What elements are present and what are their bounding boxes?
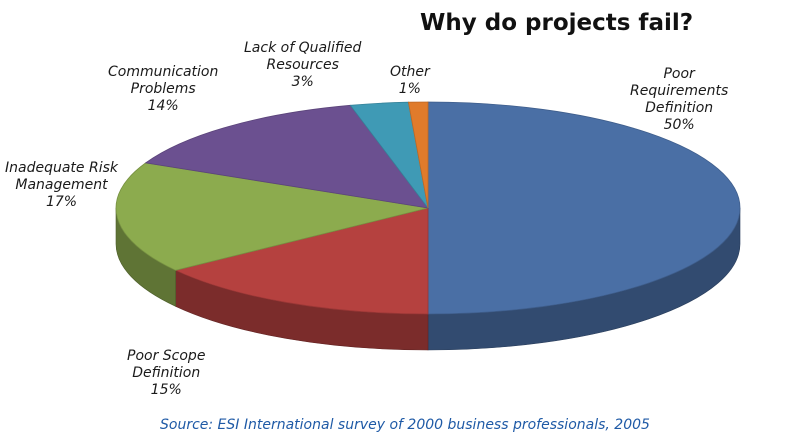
chart-title: Why do projects fail? (420, 10, 694, 36)
slice-label-communication: Communication Problems 14% (108, 64, 219, 114)
slice-label-lack-of-resources: Lack of Qualified Resources 3% (244, 40, 362, 90)
pie-slice-inadequate-risk-management (115, 162, 429, 271)
pie-slice-poor-scope-definition (174, 207, 429, 315)
slice-label-poor-scope: Poor Scope Definition 15% (127, 348, 206, 398)
pie-slice-other (407, 101, 429, 209)
slice-label-poor-requirements: Poor Requirements Definition 50% (630, 66, 729, 133)
pie-top-faces (115, 101, 741, 315)
pie-slice-communication-problems (144, 104, 429, 209)
pie-slice-poor-requirements-definition (427, 101, 741, 315)
source-note: Source: ESI International survey of 2000… (160, 417, 650, 433)
slice-label-other: Other 1% (390, 64, 430, 97)
slice-label-inadequate-risk: Inadequate Risk Management 17% (5, 160, 118, 210)
